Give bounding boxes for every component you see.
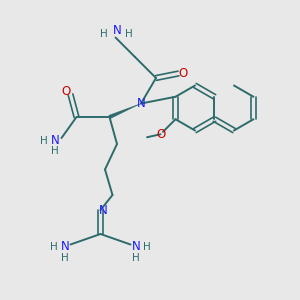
Text: H: H <box>143 242 151 253</box>
Text: N: N <box>61 240 70 254</box>
Text: O: O <box>156 128 165 141</box>
Text: H: H <box>125 29 133 39</box>
Text: O: O <box>61 85 70 98</box>
Polygon shape <box>109 103 141 119</box>
Text: N: N <box>50 134 59 147</box>
Text: H: H <box>50 242 58 253</box>
Text: H: H <box>100 29 108 39</box>
Text: H: H <box>40 136 47 146</box>
Text: N: N <box>98 203 107 217</box>
Text: O: O <box>178 67 188 80</box>
Text: H: H <box>61 253 69 263</box>
Text: H: H <box>132 253 140 263</box>
Text: H: H <box>51 146 59 157</box>
Text: N: N <box>112 23 122 37</box>
Text: N: N <box>136 97 146 110</box>
Text: N: N <box>131 240 140 254</box>
